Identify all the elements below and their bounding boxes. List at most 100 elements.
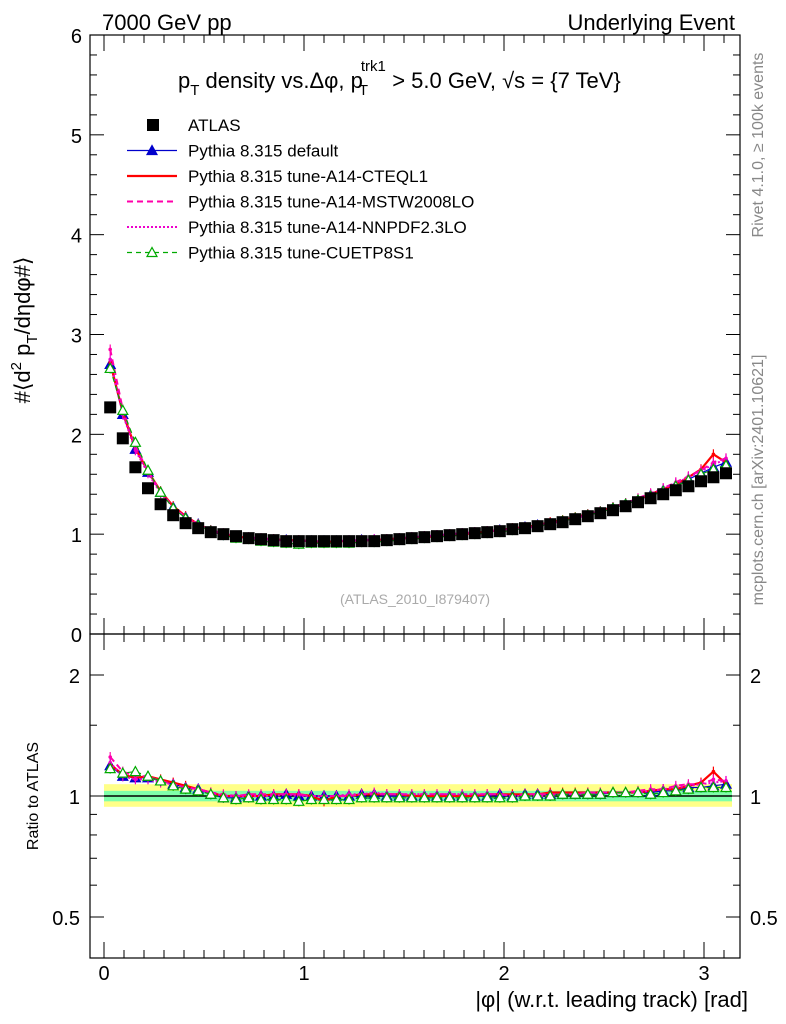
main-point-cuetp8s1 — [129, 436, 142, 447]
legend-label-mstw: Pythia 8.315 tune-A14-MSTW2008LO — [188, 193, 474, 212]
ratio-point-nnpdf — [724, 779, 728, 783]
main-point-atlas — [318, 535, 330, 548]
main-line-default — [109, 364, 727, 542]
x-tick-label: 1 — [298, 963, 309, 985]
main-series-cuetp8s1 — [104, 362, 733, 550]
ratio-point-cuetp8s1 — [594, 788, 607, 799]
main-point-atlas — [431, 530, 443, 543]
main-point-atlas — [179, 517, 192, 530]
ratio-point-cuetp8s1 — [380, 791, 393, 803]
main-point-atlas — [581, 510, 594, 523]
ratio-point-cuetp8s1 — [342, 793, 356, 805]
ratio-point-cuetp8s1 — [430, 791, 444, 803]
main-point-atlas — [607, 504, 619, 517]
main-point-atlas — [418, 531, 431, 544]
ratio-y-tick-label-right: 1 — [750, 787, 761, 809]
main-point-atlas — [682, 480, 695, 493]
ratio-point-cuetp8s1 — [368, 791, 381, 803]
ratio-point-cuetp8s1 — [418, 791, 431, 803]
ratio-point-cuetp8s1 — [229, 793, 243, 805]
ratio-point-cuetp8s1 — [569, 788, 582, 799]
main-point-atlas — [556, 516, 569, 529]
main-point-atlas — [380, 534, 393, 547]
main-point-atlas — [493, 525, 506, 538]
main-axes: 0 1 2 3 4 5 6 — [71, 26, 740, 647]
y-tick-label: 0 — [71, 625, 82, 647]
main-point-atlas — [443, 529, 456, 542]
legend: ATLAS Pythia 8.315 default Pythia 8.315 tu… — [127, 116, 474, 263]
legend-label-nnpdf: Pythia 8.315 tune-A14-NNPDF2.3LO — [188, 218, 467, 237]
ratio-y-axis-label: Ratio to ATLAS — [25, 742, 42, 850]
ratio-point-cuetp8s1 — [544, 789, 557, 801]
ratio-point-mstw — [108, 755, 112, 759]
main-point-atlas — [720, 467, 732, 480]
ratio-point-cuetp8s1 — [167, 779, 180, 791]
ratio-point-cuetp8s1 — [443, 791, 456, 803]
main-point-nnpdf — [108, 357, 112, 362]
ratio-point-nnpdf — [133, 777, 138, 782]
y-tick-label: 2 — [71, 425, 82, 447]
ratio-point-cuetp8s1 — [694, 781, 708, 793]
main-point-atlas — [167, 509, 180, 522]
main-line-cuetp8s1 — [109, 368, 727, 545]
ratio-point-cuetp8s1 — [456, 791, 469, 803]
legend-marker-atlas — [147, 119, 159, 131]
y-tick-label: 4 — [71, 226, 82, 248]
legend-label-atlas: ATLAS — [188, 116, 241, 135]
ratio-point-cuetp8s1 — [556, 788, 569, 799]
ratio-y-tick-label: 0.5 — [52, 908, 80, 930]
legend-label-default: Pythia 8.315 default — [188, 142, 339, 161]
main-series-group — [104, 344, 733, 550]
ratio-point-cuetp8s1 — [481, 791, 494, 803]
main-point-atlas — [142, 482, 154, 495]
ratio-point-cuetp8s1 — [192, 784, 205, 796]
ratio-point-cuetp8s1 — [242, 791, 255, 803]
main-point-atlas — [644, 492, 657, 505]
main-point-atlas — [594, 507, 607, 520]
main-point-cteql1 — [711, 452, 716, 457]
main-point-atlas — [343, 535, 355, 548]
x-tick-label: 2 — [498, 963, 509, 985]
main-point-cuetp8s1 — [141, 464, 155, 475]
ratio-point-cuetp8s1 — [719, 781, 733, 793]
legend-item-cuetp8s1: Pythia 8.315 tune-CUETP8S1 — [127, 244, 414, 263]
legend-label-cuetp8s1: Pythia 8.315 tune-CUETP8S1 — [188, 244, 414, 263]
ratio-y-tick-label-right: 0.5 — [750, 908, 778, 930]
ratio-series-group — [104, 752, 733, 807]
main-point-atlas — [292, 535, 305, 548]
ratio-axes: 0 1 2 3 0.5 0.5 1 1 2 2 — [52, 634, 778, 985]
main-series-default — [104, 358, 733, 547]
analysis-watermark: (ATLAS_2010_I879407) — [340, 591, 490, 607]
ratio-point-cuetp8s1 — [707, 781, 720, 793]
ratio-point-cuetp8s1 — [657, 786, 670, 798]
main-point-atlas — [405, 532, 418, 545]
main-point-atlas — [280, 535, 293, 548]
main-point-atlas — [255, 533, 267, 546]
ratio-y-tick-label: 1 — [69, 787, 80, 809]
ratio-point-cuetp8s1 — [330, 793, 343, 805]
ratio-point-cuetp8s1 — [116, 766, 129, 778]
ratio-point-cuetp8s1 — [280, 793, 293, 805]
legend-item-mstw: Pythia 8.315 tune-A14-MSTW2008LO — [127, 193, 474, 212]
ratio-point-cuetp8s1 — [393, 791, 406, 803]
ratio-point-cuetp8s1 — [104, 762, 117, 774]
y-tick-label: 5 — [71, 126, 82, 148]
main-point-atlas — [569, 513, 582, 526]
ratio-point-cuetp8s1 — [631, 786, 645, 798]
ratio-series-cuetp8s1 — [104, 762, 733, 807]
rivet-label: Rivet 4.1.0, ≥ 100k events — [750, 53, 767, 238]
main-line-nnpdf — [109, 359, 727, 543]
main-point-atlas — [456, 528, 469, 541]
ratio-point-cuetp8s1 — [179, 782, 192, 794]
main-series-mstw — [108, 344, 728, 547]
main-point-atlas — [242, 532, 255, 545]
x-axis-label: |φ| (w.r.t. leading track) [rad] — [475, 987, 748, 1012]
main-point-atlas — [192, 522, 205, 535]
ratio-point-cuetp8s1 — [204, 788, 217, 799]
main-y-axis-label: #⟨d2 pT/dηdφ#⟩ — [8, 257, 41, 404]
ratio-point-cteql1 — [711, 769, 716, 774]
ratio-point-cuetp8s1 — [669, 784, 682, 796]
legend-item-atlas: ATLAS — [147, 116, 241, 135]
main-line-cteql1 — [109, 362, 727, 544]
